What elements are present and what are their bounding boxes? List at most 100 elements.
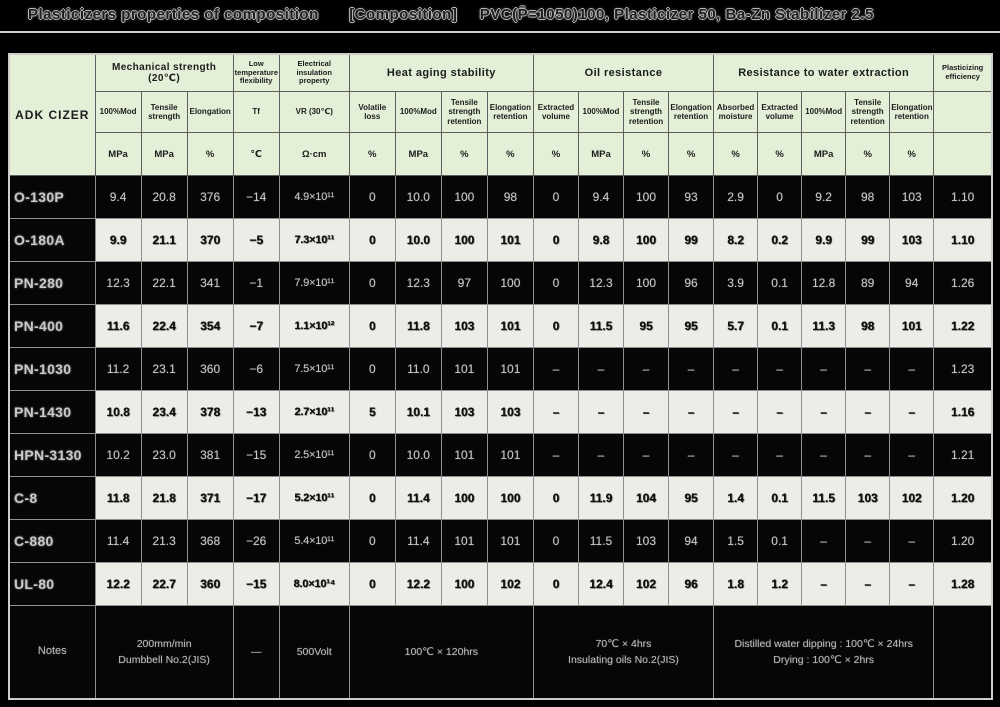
- data-cell: –: [801, 347, 847, 391]
- data-cell: 20.8: [140, 175, 188, 219]
- col-group-low-temp: Low temperature flexibility: [232, 53, 280, 92]
- data-cell: –: [713, 347, 759, 391]
- data-cell: 370: [186, 218, 234, 262]
- empty-header-cell: [933, 132, 993, 176]
- data-cell: 98: [845, 304, 891, 348]
- notes-heat-aging: 100℃ × 120hrs: [348, 605, 534, 700]
- data-cell: −15: [232, 562, 280, 606]
- data-cell: −15: [232, 433, 280, 477]
- col-header: Elongation retention: [668, 91, 715, 133]
- data-cell: 1.2: [757, 562, 803, 606]
- data-cell: 9.9: [801, 218, 847, 262]
- data-cell: 341: [186, 261, 234, 305]
- data-cell: 360: [186, 347, 234, 391]
- col-header: Extracted volume: [757, 91, 803, 133]
- data-cell: 0: [532, 562, 579, 606]
- notes-label: Notes: [8, 605, 96, 700]
- data-cell: 23.1: [140, 347, 188, 391]
- data-cell: 368: [186, 519, 234, 563]
- data-cell: –: [845, 390, 891, 434]
- data-cell: 101: [486, 218, 534, 262]
- notes-empty: [933, 605, 993, 700]
- data-cell: 1.21: [933, 433, 993, 477]
- data-cell: 11.8: [94, 476, 142, 520]
- data-cell: 360: [186, 562, 234, 606]
- data-cell: –: [801, 519, 847, 563]
- unit-cell: %: [186, 132, 234, 176]
- data-cell: 101: [440, 347, 488, 391]
- data-cell: 102: [889, 476, 935, 520]
- data-cell: 103: [622, 519, 670, 563]
- col-group-water: Resistance to water extraction: [713, 53, 935, 92]
- table-row: O-130P 9.4 20.8 376 −14 4.9×10¹¹ 0 10.0 100 98 0 9.…: [8, 175, 993, 219]
- data-cell: 12.2: [394, 562, 442, 606]
- data-cell: −17: [232, 476, 280, 520]
- data-cell: 102: [622, 562, 670, 606]
- grade-cell: HPN-3130: [8, 433, 96, 477]
- data-cell: 0: [532, 218, 579, 262]
- data-cell: 95: [622, 304, 670, 348]
- table-row: UL-80 12.2 22.7 360 −15 8.0×10¹⁴ 0 12.2 100 102 0 1…: [8, 562, 993, 606]
- title-bracket: [Composition]: [349, 6, 458, 23]
- data-cell: 10.8: [94, 390, 142, 434]
- data-cell: 2.7×10¹¹: [278, 390, 350, 434]
- data-cell: 0: [348, 433, 396, 477]
- data-cell: 100: [440, 175, 488, 219]
- data-cell: 11.3: [801, 304, 847, 348]
- data-cell: 378: [186, 390, 234, 434]
- data-cell: 0: [757, 175, 803, 219]
- notes-row: Notes 200mm/min Dumbbell No.2(JIS) — 500…: [8, 605, 993, 700]
- data-cell: –: [668, 433, 715, 477]
- data-cell: 103: [440, 390, 488, 434]
- data-cell: –: [757, 347, 803, 391]
- table-row: HPN-3130 10.2 23.0 381 −15 2.5×10¹¹ 0 10.0 101 10…: [8, 433, 993, 477]
- data-cell: 22.4: [140, 304, 188, 348]
- unit-cell: Ω·cm: [278, 132, 350, 176]
- data-cell: 21.3: [140, 519, 188, 563]
- data-cell: 99: [668, 218, 715, 262]
- data-cell: 4.9×10¹¹: [278, 175, 350, 219]
- data-cell: –: [845, 347, 891, 391]
- data-cell: 23.0: [140, 433, 188, 477]
- data-cell: –: [622, 390, 670, 434]
- unit-cell: %: [486, 132, 534, 176]
- data-cell: −13: [232, 390, 280, 434]
- data-cell: 0: [532, 519, 579, 563]
- data-cell: 21.8: [140, 476, 188, 520]
- data-cell: 12.8: [801, 261, 847, 305]
- data-cell: –: [713, 390, 759, 434]
- table-row: PN-1030 11.2 23.1 360 −6 7.5×10¹¹ 0 11.0 101 101–…: [8, 347, 993, 391]
- col-header: Extracted volume: [532, 91, 579, 133]
- data-cell: 9.9: [94, 218, 142, 262]
- data-cell: 103: [889, 218, 935, 262]
- data-cell: 96: [668, 261, 715, 305]
- data-cell: 1.10: [933, 218, 993, 262]
- data-cell: 104: [622, 476, 670, 520]
- properties-table: ADK CIZER Mechanical strength (20℃) Low …: [8, 53, 993, 700]
- data-cell: 1.8: [713, 562, 759, 606]
- data-cell: 98: [486, 175, 534, 219]
- data-cell: 12.3: [394, 261, 442, 305]
- data-cell: 0: [348, 218, 396, 262]
- data-cell: 11.5: [577, 304, 625, 348]
- data-cell: 8.0×10¹⁴: [278, 562, 350, 606]
- col-header: Volatile loss: [348, 91, 396, 133]
- data-cell: 103: [845, 476, 891, 520]
- unit-cell: %: [757, 132, 803, 176]
- data-cell: 0.1: [757, 261, 803, 305]
- data-cell: 2.5×10¹¹: [278, 433, 350, 477]
- data-cell: 0: [348, 304, 396, 348]
- data-cell: 9.4: [577, 175, 625, 219]
- data-cell: 99: [845, 218, 891, 262]
- col-header: Tensile strength retention: [440, 91, 488, 133]
- data-cell: 103: [889, 175, 935, 219]
- data-cell: 10.0: [394, 175, 442, 219]
- title-composition: PVC(P̄=1050)100, Plasticizer 50, Ba-Zn S…: [479, 6, 874, 23]
- grade-cell: PN-1030: [8, 347, 96, 391]
- data-cell: −6: [232, 347, 280, 391]
- data-cell: 101: [486, 304, 534, 348]
- data-cell: 0: [532, 261, 579, 305]
- col-group-efficiency: Plasticizing efficiency: [933, 53, 993, 92]
- data-cell: –: [577, 347, 625, 391]
- data-cell: –: [889, 433, 935, 477]
